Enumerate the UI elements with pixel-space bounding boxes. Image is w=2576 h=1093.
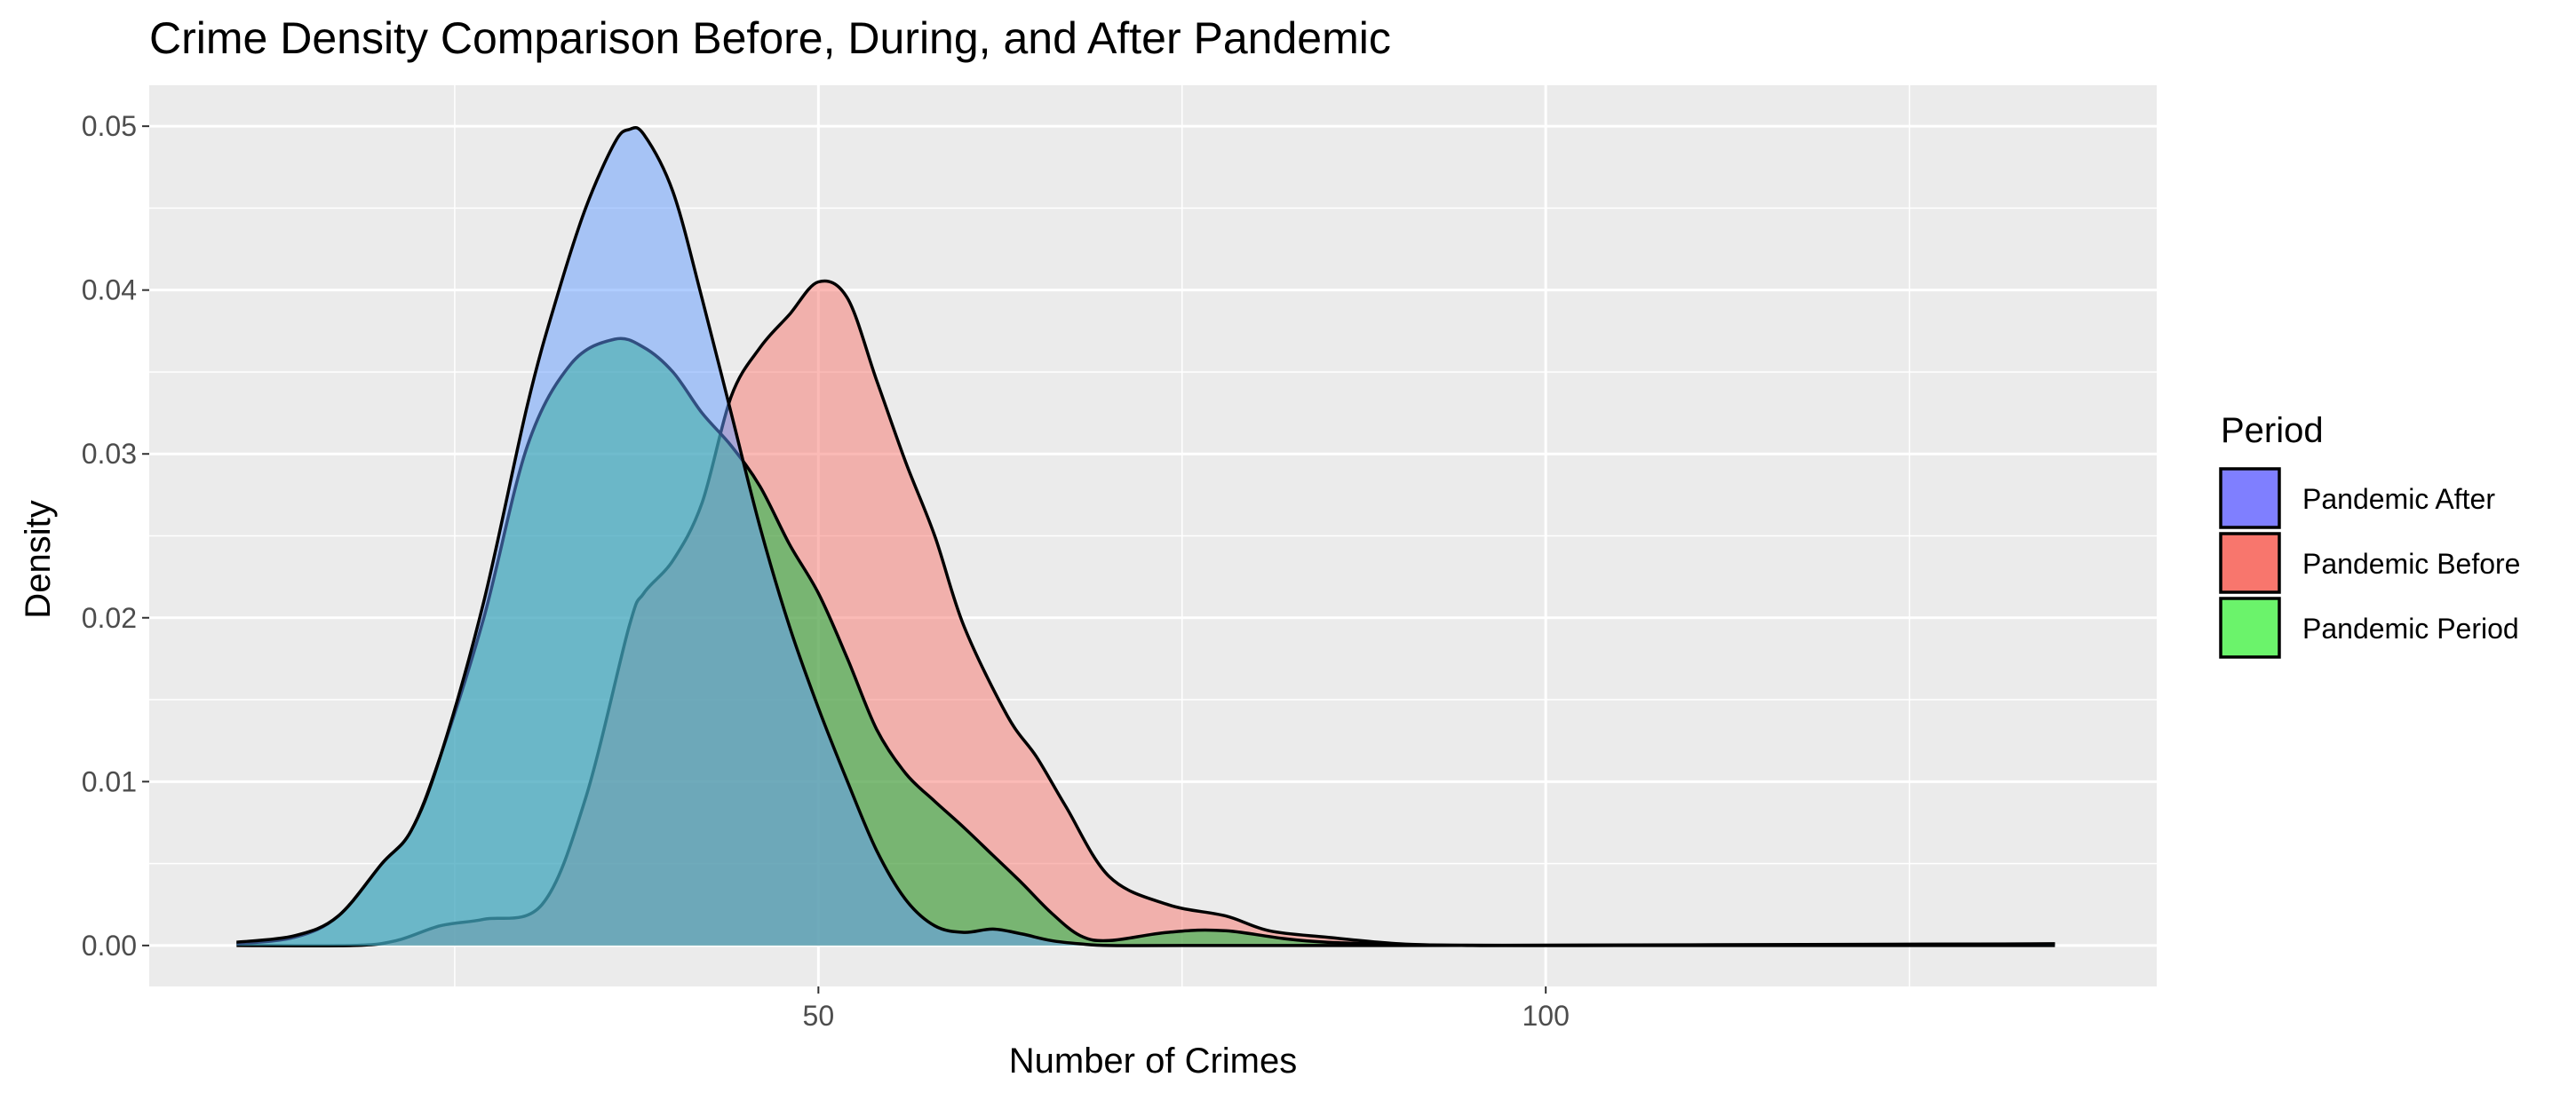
- y-tick-label: 0.05: [82, 110, 137, 142]
- density-line-pandemic-after: [236, 125, 2055, 947]
- y-tick-label: 0.02: [82, 602, 137, 634]
- chart-title: Crime Density Comparison Before, During,…: [149, 13, 1391, 63]
- legend-title: Period: [2221, 411, 2324, 450]
- x-tick-label: 50: [803, 1000, 835, 1032]
- x-axis-title: Number of Crimes: [1009, 1042, 1298, 1081]
- y-tick-label: 0.01: [82, 765, 137, 797]
- legend-items: Pandemic After Pandemic Before Pandemic Pe…: [2219, 467, 2520, 659]
- y-tick-label: 0.04: [82, 274, 137, 306]
- legend-label-pandemic-period: Pandemic Period: [2302, 613, 2519, 645]
- density-area-pandemic-after: [236, 127, 2055, 946]
- legend-label-pandemic-after: Pandemic After: [2302, 483, 2495, 515]
- legend-key-pandemic-after: [2219, 467, 2281, 529]
- y-tick-label: 0.03: [82, 438, 137, 470]
- x-axis-ticks: 50 100: [803, 986, 1570, 1032]
- legend-key-pandemic-before: [2219, 532, 2281, 594]
- y-axis-ticks: 0.00 0.01 0.02 0.03 0.04 0.05: [82, 110, 149, 962]
- legend-label-pandemic-before: Pandemic Before: [2302, 548, 2520, 580]
- density-areas: [236, 125, 2055, 948]
- y-axis-title: Density: [19, 500, 58, 618]
- legend-key-pandemic-period: [2219, 597, 2281, 659]
- y-tick-label: 0.00: [82, 930, 137, 962]
- x-tick-label: 100: [1522, 1000, 1569, 1032]
